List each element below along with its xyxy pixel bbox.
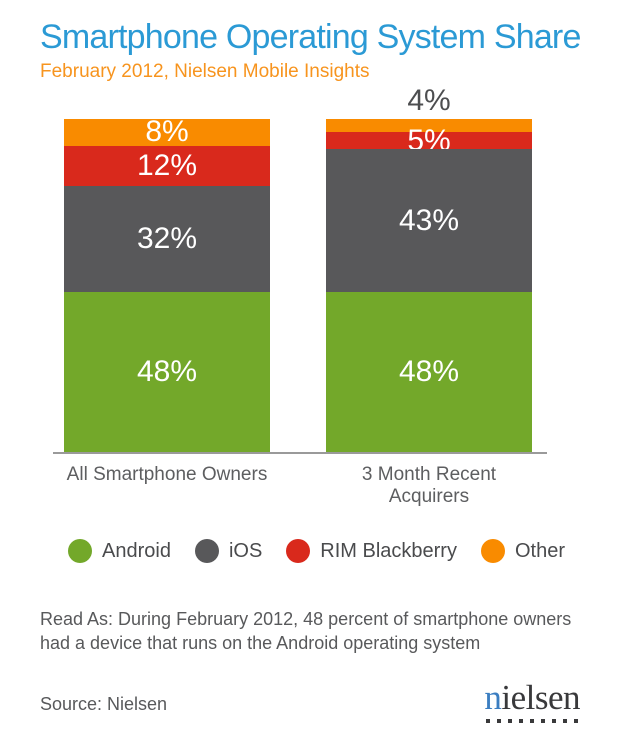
bar-segment-rim-blackberry: 5% [326, 125, 532, 155]
value-label-ios: 32% [136, 221, 198, 255]
legend-item-rim-blackberry: RIM Blackberry [286, 539, 457, 563]
value-label-other: 8% [145, 115, 189, 149]
nielsen-logo-rest: ielsen [501, 678, 580, 717]
read-as-line: Read As: During February 2012, 48 percen… [40, 609, 572, 629]
legend-swatch-other [480, 539, 505, 563]
x-axis-line [53, 452, 547, 454]
legend-item-android: Android [68, 539, 171, 563]
logo-dot [530, 719, 535, 723]
bars-area: 8% 12% 32% 48% 4% 5% 43% 48% [64, 86, 532, 452]
legend-label-rim-blackberry: RIM Blackberry [320, 539, 457, 562]
value-label-ios: 43% [398, 203, 460, 237]
source-label: Source: Nielsen [40, 694, 168, 714]
bar-segment-ios: 32% [64, 185, 270, 293]
x-axis-label-all-smartphone-owners: All Smartphone Owners [66, 464, 268, 485]
x-axis-label-3-month-recent-acquirers: 3 Month Recent Acquirers [361, 464, 497, 507]
legend-item-ios: iOS [194, 539, 263, 563]
read-as-line: had a device that runs on the Android op… [40, 633, 481, 653]
bar-segment-rim-blackberry: 12% [64, 145, 270, 186]
value-label-outside-other: 4% [407, 84, 451, 117]
chart-title: Smartphone Operating System Share [40, 18, 581, 56]
logo-dot [541, 719, 546, 723]
read-as-note: Read As: During February 2012, 48 percen… [40, 607, 640, 655]
bar-segment-android: 48% [326, 292, 532, 452]
nielsen-logo: nielsen [484, 678, 580, 723]
logo-dot [563, 719, 568, 723]
bar-segment-ios: 43% [326, 148, 532, 293]
value-label-rim-blackberry: 12% [136, 148, 198, 182]
nielsen-logo-n: n [484, 678, 502, 717]
legend-swatch-rim-blackberry [286, 539, 311, 563]
logo-dot [497, 719, 502, 723]
bar-segment-other: 8% [64, 115, 270, 149]
value-label-android: 48% [398, 355, 460, 389]
bar-segment-other [326, 119, 532, 133]
bar-all-smartphone-owners: 8% 12% 32% 48% [64, 115, 270, 452]
bar-3-month-recent-acquirers: 4% 5% 43% 48% [326, 86, 532, 452]
legend-label-ios: iOS [228, 539, 263, 562]
legend-label-other: Other [514, 539, 566, 562]
logo-dot [574, 719, 579, 723]
legend-swatch-ios [194, 539, 219, 563]
stacked-bar-chart: 8% 12% 32% 48% 4% 5% 43% 48% All Smartphone Own… [53, 86, 547, 508]
logo-dot [508, 719, 513, 723]
x-axis-labels: All Smartphone Owners 3 Month Recent Acqu… [64, 464, 532, 508]
bar-segment-android: 48% [64, 292, 270, 452]
legend-swatch-android [68, 539, 92, 563]
legend-label-android: Android [102, 539, 171, 562]
nielsen-logo-wordmark: nielsen [484, 678, 580, 717]
footer: Source: Nielsen nielsen [40, 678, 580, 723]
nielsen-logo-dots [484, 719, 580, 723]
logo-dot [519, 719, 524, 723]
legend: Android iOS RIM Blackberry Other [68, 539, 640, 563]
logo-dot [552, 719, 557, 723]
chart-subtitle: February 2012, Nielsen Mobile Insights [40, 61, 370, 82]
value-label-android: 48% [136, 355, 198, 389]
legend-item-other: Other [480, 539, 566, 563]
logo-dot [486, 719, 491, 723]
